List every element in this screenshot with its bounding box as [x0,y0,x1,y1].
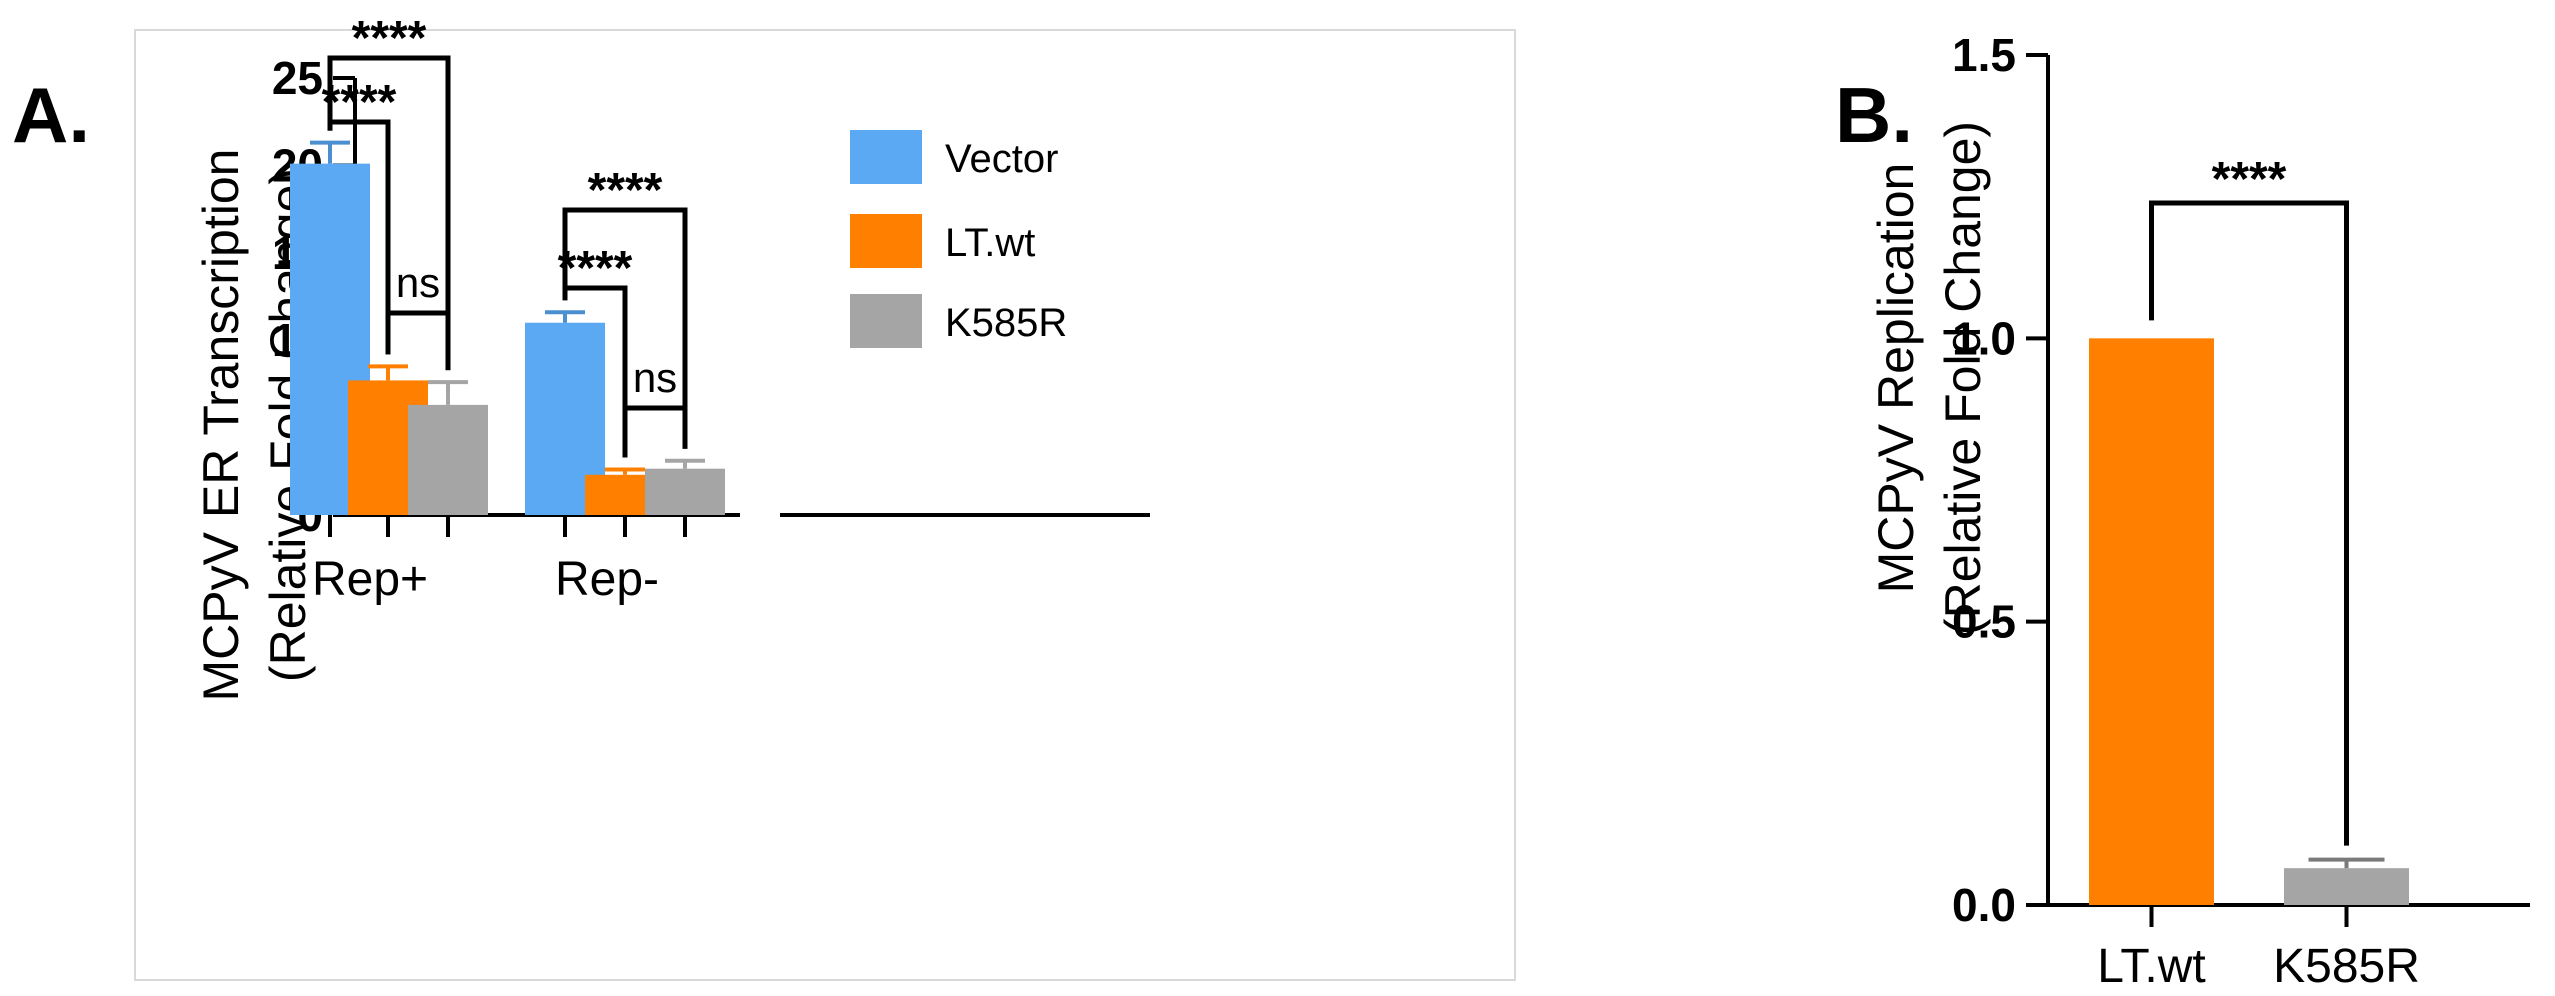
panel-a-category-label: Rep+ [312,553,428,606]
panel-a-bar [645,468,725,515]
panel-a-significance-bracket [327,55,451,371]
panel-b-category-label: K585R [2273,940,2420,993]
panel-b-ylabel-line1: MCPyV Replication [1868,163,1924,594]
panel-b-significance-label: **** [2212,153,2287,206]
panel-a-significance-label: ns [633,354,677,401]
panel-a-y-tick-label: 25 [272,52,323,104]
panel-a-significance-bracket [622,405,688,458]
panel-a-legend-swatch [850,294,922,348]
panel-a-significance: **** **** ns **** **** ns [322,12,688,458]
panel-a-legend-label: K585R [945,301,1067,345]
panel-b-letter: B. [1835,71,1913,159]
panel-a-legend-swatch [850,214,922,268]
panel-a-chart: A. MCPyV ER Transcription (Relative Fold… [12,12,1516,981]
panel-a-significance-bracket [385,310,451,371]
panel-b-bar [2089,338,2214,905]
panel-a-significance-bracket [562,207,688,449]
panel-b-bars [2089,338,2409,905]
panel-a-category-label: Rep- [555,553,659,606]
panel-a-legend: Vector LT.wt K585R [850,130,1067,348]
panel-b-y-tick-label: 0.5 [1952,596,2016,648]
panel-a-frame [134,29,1516,981]
panel-b-category-label: LT.wt [2097,940,2205,993]
panel-b-ylabel-line2: (Relative Fold Change) [1935,121,1991,635]
panel-a-legend-label: Vector [945,137,1058,181]
panel-b-significance-bracket [2149,200,2349,846]
panel-a-significance-bracket [327,119,391,355]
panel-b-chart: B. MCPyV Replication (Relative Fold Chan… [1835,29,2530,993]
panel-a-significance-label: **** [588,164,663,217]
panel-a-bars [290,163,725,516]
panel-a-significance-label: **** [352,12,427,65]
panel-a-ylabel-line1: MCPyV ER Transcription [193,149,249,702]
panel-b-y-tick-label: 1.0 [1952,312,2016,364]
panel-a-significance-bracket [562,285,628,458]
panel-b-bar [2284,868,2409,905]
panel-a-bar [408,404,488,515]
panel-b-axes: 0.0 0.5 1.0 1.5 LT.wt K585R [1952,29,2530,993]
panel-a-significance-label: **** [322,76,397,129]
panel-a-letter: A. [12,71,90,159]
panel-b-y-tick-label: 0.0 [1952,879,2016,931]
panel-b-y-tick-label: 1.5 [1952,29,2016,81]
panel-a-significance-label: ns [396,259,440,306]
panel-a-significance-label: **** [558,242,633,295]
panel-a-legend-label: LT.wt [945,221,1035,265]
panel-a-error-bars [310,140,705,475]
panel-a-legend-swatch [850,130,922,184]
panel-b-significance: **** [2149,153,2349,846]
panel-b-error-bars [2308,857,2385,869]
